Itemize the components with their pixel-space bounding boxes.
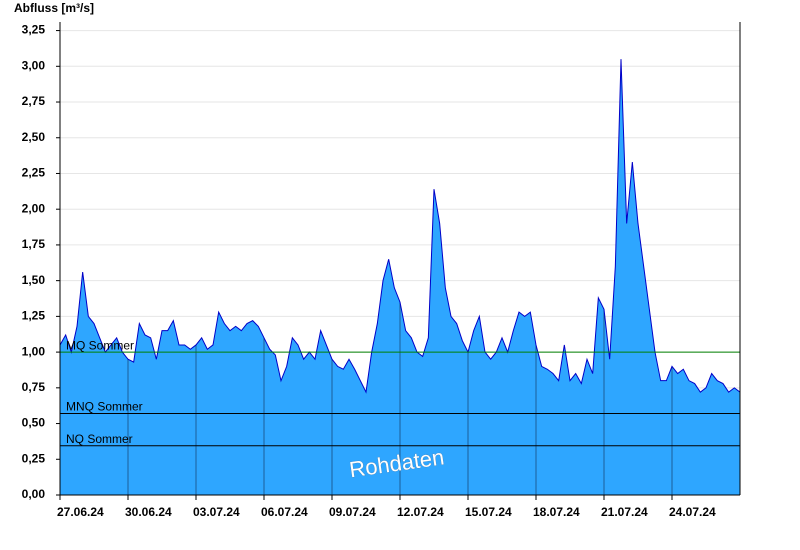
- x-tick-label: 27.06.24: [57, 505, 104, 519]
- y-tick-label: 2,00: [22, 201, 46, 215]
- y-tick-label: 0,50: [22, 416, 46, 430]
- x-tick-label: 18.07.24: [533, 505, 580, 519]
- reference-label: NQ Sommer: [66, 432, 133, 446]
- y-tick-label: 2,25: [22, 166, 46, 180]
- x-tick-label: 03.07.24: [193, 505, 240, 519]
- y-tick-label: 3,00: [22, 58, 46, 72]
- y-tick-label: 1,75: [22, 237, 46, 251]
- y-tick-label: 3,25: [22, 23, 46, 37]
- reference-label: MNQ Sommer: [66, 400, 143, 414]
- x-tick-label: 09.07.24: [329, 505, 376, 519]
- area: [60, 59, 740, 495]
- x-tick-label: 24.07.24: [669, 505, 716, 519]
- line: [59, 59, 741, 394]
- y-tick-label: 1,25: [22, 309, 46, 323]
- reference-label: MQ Sommer: [66, 338, 134, 352]
- x-tick-label: 15.07.24: [465, 505, 512, 519]
- y-tick-label: 1,00: [22, 344, 46, 358]
- x-tick-label: 30.06.24: [125, 505, 172, 519]
- y-tick-label: 0,25: [22, 451, 46, 465]
- x-tick-label: 12.07.24: [397, 505, 444, 519]
- y-tick-label: 0,75: [22, 380, 46, 394]
- y-tick-label: 1,50: [22, 273, 46, 287]
- y-tick-label: 2,75: [22, 94, 46, 108]
- x-tick-label: 06.07.24: [261, 505, 308, 519]
- x-tick-label: 21.07.24: [601, 505, 648, 519]
- y-axis-title: Abfluss [m³/s]: [14, 1, 94, 15]
- y-tick-label: 0,00: [22, 487, 46, 501]
- y-tick-label: 2,50: [22, 130, 46, 144]
